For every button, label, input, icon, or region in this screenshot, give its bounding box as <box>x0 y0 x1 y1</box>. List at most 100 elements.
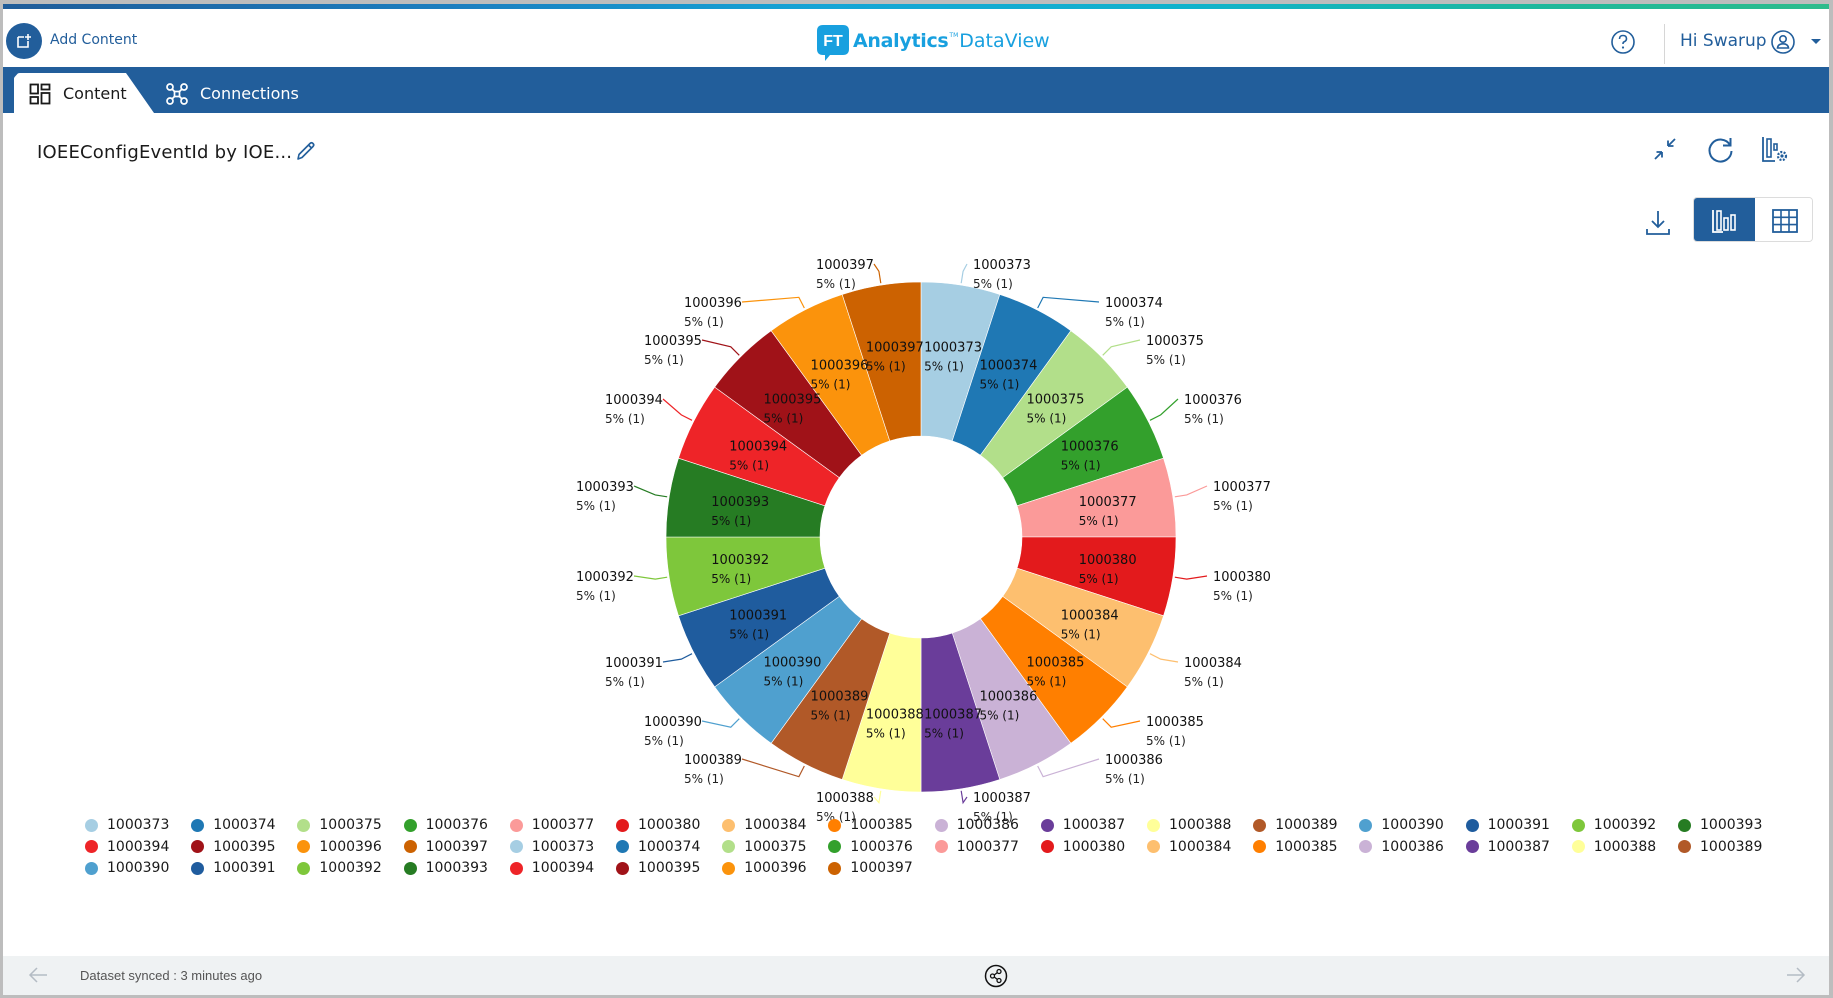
legend-swatch <box>297 818 311 832</box>
legend-label: 1000394 <box>531 860 595 876</box>
chart-settings-button[interactable] <box>1760 134 1790 164</box>
legend-item[interactable]: 1000396 <box>297 837 382 857</box>
legend-item[interactable]: 1000375 <box>297 815 382 835</box>
legend-label: 1000376 <box>425 817 488 833</box>
slice-outer-percent: 5% (1) <box>973 810 1013 824</box>
legend-item[interactable]: 1000384 <box>722 815 807 835</box>
add-content-label[interactable]: Add Content <box>50 32 138 48</box>
legend-swatch <box>85 818 98 832</box>
add-content-button[interactable] <box>6 23 42 59</box>
tab-content[interactable]: Content <box>14 73 154 113</box>
legend-item[interactable]: 1000391 <box>191 858 276 878</box>
legend-item[interactable]: 1000375 <box>722 837 807 857</box>
legend-item[interactable]: 1000389 <box>1678 837 1762 857</box>
legend-item[interactable]: 1000397 <box>403 837 488 857</box>
slice-inner-label: 1000386 <box>979 690 1037 705</box>
ft-logo-icon: FT <box>816 24 850 61</box>
share-button[interactable] <box>984 964 1008 988</box>
legend-item[interactable]: 1000390 <box>1359 815 1444 835</box>
legend-swatch <box>722 861 736 875</box>
user-greeting[interactable]: Hi Swarup <box>1680 31 1767 51</box>
legend-swatch <box>828 818 842 832</box>
arrow-left-icon[interactable] <box>28 966 48 984</box>
refresh-button[interactable] <box>1706 134 1736 164</box>
legend-swatch <box>1147 818 1160 832</box>
legend-item[interactable]: 1000374 <box>191 815 276 835</box>
legend-item[interactable]: 1000389 <box>1253 815 1338 835</box>
user-menu-button[interactable] <box>1770 29 1796 55</box>
legend-item[interactable]: 1000392 <box>297 858 382 878</box>
tab-connections[interactable]: Connections <box>163 73 313 113</box>
legend-swatch <box>1465 840 1479 853</box>
legend-item[interactable]: 1000397 <box>828 858 913 878</box>
slice-inner-percent: 5% (1) <box>811 377 851 391</box>
slice-outer-label: 1000394 <box>605 393 663 408</box>
legend-item[interactable]: 1000390 <box>85 858 169 878</box>
chart-view-button[interactable] <box>1694 198 1755 241</box>
question-circle-icon <box>1611 30 1635 54</box>
legend-item[interactable]: 1000394 <box>509 858 595 878</box>
caret-down-icon[interactable] <box>1811 39 1821 44</box>
slice-inner-label: 1000392 <box>711 553 769 568</box>
legend-item[interactable]: 1000388 <box>1571 837 1656 857</box>
slice-inner-percent: 5% (1) <box>979 377 1019 391</box>
legend-item[interactable]: 1000386 <box>1359 837 1444 857</box>
legend-swatch <box>1678 840 1691 853</box>
legend-label: 1000384 <box>1169 838 1232 855</box>
legend-item[interactable]: 1000395 <box>616 858 700 878</box>
legend-item[interactable]: 1000384 <box>1147 837 1231 857</box>
legend-item[interactable]: 1000387 <box>1465 837 1550 857</box>
slice-inner-percent: 5% (1) <box>979 709 1019 723</box>
legend-swatch <box>616 840 629 853</box>
slice-outer-percent: 5% (1) <box>1105 772 1145 786</box>
table-view-button[interactable] <box>1755 198 1812 241</box>
collapse-button[interactable] <box>1650 134 1680 164</box>
legend-item[interactable]: 1000376 <box>828 837 913 857</box>
legend-item[interactable]: 1000395 <box>191 837 276 857</box>
sync-status: Dataset synced : 3 minutes ago <box>80 968 263 983</box>
legend-item[interactable]: 1000392 <box>1571 815 1656 835</box>
legend-item[interactable]: 1000377 <box>509 815 594 835</box>
arrow-right-icon[interactable] <box>1786 966 1806 984</box>
legend-item[interactable]: 1000396 <box>722 858 807 878</box>
legend-swatch <box>1465 818 1479 832</box>
legend-item[interactable]: 1000373 <box>85 815 169 835</box>
legend-item[interactable]: 1000374 <box>616 837 700 857</box>
legend-label: 1000395 <box>638 860 701 876</box>
pencil-icon <box>297 141 315 160</box>
legend-item[interactable]: 1000377 <box>934 837 1019 857</box>
legend-label: 1000377 <box>956 838 1019 855</box>
view-toggle <box>1693 197 1813 242</box>
leader-line <box>873 790 882 805</box>
legend-item[interactable]: 1000393 <box>403 858 488 878</box>
edit-title-button[interactable] <box>295 140 317 162</box>
legend-swatch <box>509 818 523 832</box>
legend-item[interactable]: 1000376 <box>403 815 488 835</box>
legend-item[interactable]: 1000394 <box>85 837 169 857</box>
legend-item[interactable]: 1000386 <box>934 815 1019 835</box>
help-button[interactable] <box>1610 29 1636 55</box>
slice-outer-percent: 5% (1) <box>644 734 684 748</box>
legend-item[interactable]: 1000391 <box>1465 815 1550 835</box>
leader-line <box>1102 718 1141 728</box>
download-icon <box>1646 211 1670 235</box>
donut-slice[interactable] <box>841 281 922 442</box>
legend-item[interactable]: 1000385 <box>1253 837 1338 857</box>
legend-item[interactable]: 1000380 <box>616 815 700 835</box>
legend-item[interactable]: 1000385 <box>828 815 913 835</box>
slice-outer-percent: 5% (1) <box>684 772 724 786</box>
legend-item[interactable]: 1000393 <box>1678 815 1762 835</box>
legend-item[interactable]: 1000380 <box>1040 837 1125 857</box>
legend-label: 1000387 <box>1062 817 1126 833</box>
legend-item[interactable]: 1000387 <box>1040 815 1126 835</box>
legend-swatch <box>1253 840 1267 853</box>
legend-swatch <box>403 861 417 875</box>
legend-swatch <box>509 861 523 875</box>
download-button[interactable] <box>1643 208 1673 238</box>
slice-inner-percent: 5% (1) <box>924 727 964 741</box>
legend-label: 1000397 <box>850 860 913 876</box>
legend-item[interactable]: 1000373 <box>509 837 594 857</box>
legend-item[interactable]: 1000388 <box>1147 815 1231 835</box>
legend-label: 1000373 <box>107 817 170 833</box>
collapse-icon <box>1654 138 1676 160</box>
